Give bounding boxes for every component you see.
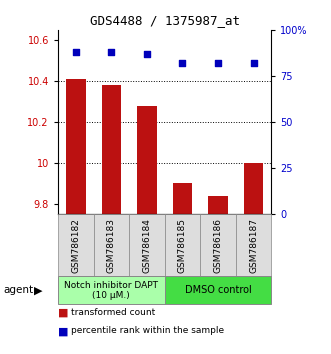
Text: ■: ■ bbox=[58, 308, 69, 318]
Text: GSM786186: GSM786186 bbox=[213, 218, 222, 273]
Text: GSM786184: GSM786184 bbox=[142, 218, 151, 273]
Text: GSM786182: GSM786182 bbox=[71, 218, 80, 273]
Point bbox=[144, 51, 150, 57]
Bar bbox=[173, 183, 192, 214]
Text: GSM786187: GSM786187 bbox=[249, 218, 258, 273]
Text: agent: agent bbox=[3, 285, 33, 295]
Point bbox=[251, 61, 256, 66]
Text: ■: ■ bbox=[58, 326, 69, 336]
Point bbox=[109, 49, 114, 55]
Text: GSM786185: GSM786185 bbox=[178, 218, 187, 273]
Bar bbox=[66, 79, 85, 214]
Bar bbox=[208, 196, 228, 214]
Text: ▶: ▶ bbox=[34, 285, 42, 295]
Point bbox=[73, 49, 78, 55]
Text: transformed count: transformed count bbox=[71, 308, 156, 317]
Text: Notch inhibitor DAPT
(10 μM.): Notch inhibitor DAPT (10 μM.) bbox=[64, 281, 158, 300]
Point bbox=[180, 61, 185, 66]
Text: GDS4488 / 1375987_at: GDS4488 / 1375987_at bbox=[90, 14, 241, 27]
Bar bbox=[137, 106, 157, 214]
Bar bbox=[244, 163, 263, 214]
Text: DMSO control: DMSO control bbox=[185, 285, 252, 295]
Text: GSM786183: GSM786183 bbox=[107, 218, 116, 273]
Point bbox=[215, 61, 221, 66]
Text: percentile rank within the sample: percentile rank within the sample bbox=[71, 326, 224, 335]
Bar bbox=[102, 85, 121, 214]
